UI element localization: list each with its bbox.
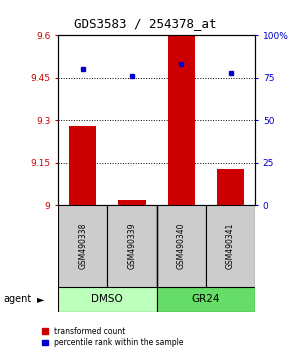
Text: GR24: GR24 bbox=[192, 294, 220, 304]
Text: agent: agent bbox=[3, 294, 31, 304]
Text: GSM490340: GSM490340 bbox=[177, 223, 186, 269]
Bar bbox=[157, 205, 206, 287]
Bar bbox=[118, 200, 146, 205]
Bar bbox=[168, 35, 195, 205]
Text: GSM490338: GSM490338 bbox=[78, 223, 87, 269]
Legend: transformed count, percentile rank within the sample: transformed count, percentile rank withi… bbox=[39, 324, 186, 350]
Text: ►: ► bbox=[37, 294, 44, 304]
Bar bbox=[58, 205, 107, 287]
Bar bbox=[217, 169, 244, 205]
Bar bbox=[206, 205, 255, 287]
Text: GSM490341: GSM490341 bbox=[226, 223, 235, 269]
Text: GSM490339: GSM490339 bbox=[127, 223, 137, 269]
Text: GDS3583 / 254378_at: GDS3583 / 254378_at bbox=[74, 17, 216, 30]
Bar bbox=[157, 287, 255, 312]
Bar bbox=[107, 205, 157, 287]
Bar bbox=[69, 126, 96, 205]
Bar bbox=[58, 287, 157, 312]
Text: DMSO: DMSO bbox=[91, 294, 123, 304]
